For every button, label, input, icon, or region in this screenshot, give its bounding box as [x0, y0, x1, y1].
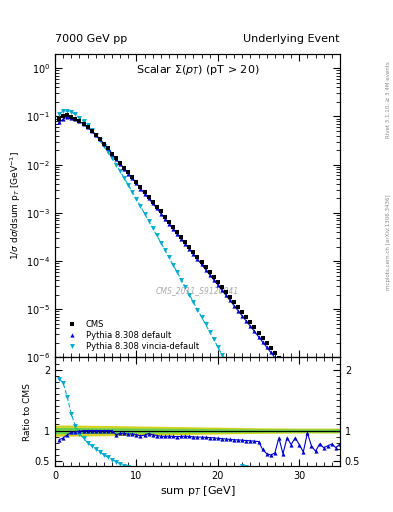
- Pythia 8.308 vincia-default: [183, 284, 187, 290]
- CMS: [65, 112, 70, 118]
- Pythia 8.308 vincia-default: [248, 405, 253, 411]
- Pythia 8.308 vincia-default: [122, 175, 127, 181]
- Pythia 8.308 vincia-default: [203, 322, 208, 328]
- Pythia 8.308 default: [97, 136, 102, 142]
- Pythia 8.308 vincia-default: [61, 108, 66, 114]
- Pythia 8.308 vincia-default: [167, 254, 171, 261]
- Pythia 8.308 vincia-default: [252, 413, 257, 419]
- Pythia 8.308 vincia-default: [232, 374, 237, 380]
- Text: Scalar $\Sigma(p_T)$ (pT > 20): Scalar $\Sigma(p_T)$ (pT > 20): [136, 63, 259, 77]
- Text: CMS_2011_S9120041: CMS_2011_S9120041: [156, 286, 239, 295]
- CMS: [297, 380, 301, 387]
- Pythia 8.308 vincia-default: [146, 218, 151, 224]
- Pythia 8.308 vincia-default: [97, 137, 102, 143]
- Text: Underlying Event: Underlying Event: [243, 33, 340, 44]
- Pythia 8.308 vincia-default: [256, 420, 261, 426]
- Pythia 8.308 vincia-default: [118, 168, 123, 174]
- Pythia 8.308 default: [301, 391, 306, 397]
- Y-axis label: Ratio to CMS: Ratio to CMS: [23, 383, 32, 441]
- Pythia 8.308 vincia-default: [244, 397, 249, 403]
- Pythia 8.308 vincia-default: [220, 351, 224, 357]
- CMS: [57, 116, 61, 122]
- Line: Pythia 8.308 vincia-default: Pythia 8.308 vincia-default: [57, 109, 261, 426]
- Legend: CMS, Pythia 8.308 default, Pythia 8.308 vincia-default: CMS, Pythia 8.308 default, Pythia 8.308 …: [58, 316, 202, 354]
- Pythia 8.308 vincia-default: [81, 118, 86, 124]
- Pythia 8.308 vincia-default: [199, 314, 204, 320]
- Pythia 8.308 vincia-default: [171, 262, 175, 268]
- CMS: [301, 386, 306, 392]
- Pythia 8.308 vincia-default: [110, 155, 114, 161]
- Pythia 8.308 vincia-default: [142, 210, 147, 217]
- Pythia 8.308 vincia-default: [69, 109, 73, 115]
- Pythia 8.308 vincia-default: [236, 382, 241, 388]
- Pythia 8.308 vincia-default: [134, 196, 139, 202]
- Text: 7000 GeV pp: 7000 GeV pp: [55, 33, 127, 44]
- Pythia 8.308 vincia-default: [195, 307, 200, 313]
- Pythia 8.308 vincia-default: [187, 291, 192, 297]
- Pythia 8.308 default: [126, 170, 130, 177]
- X-axis label: sum p$_T$ [GeV]: sum p$_T$ [GeV]: [160, 483, 235, 498]
- Pythia 8.308 vincia-default: [175, 269, 180, 275]
- Pythia 8.308 vincia-default: [73, 112, 78, 118]
- Pythia 8.308 vincia-default: [179, 276, 184, 283]
- Pythia 8.308 vincia-default: [57, 111, 61, 117]
- Text: Rivet 3.1.10, ≥ 3.4M events: Rivet 3.1.10, ≥ 3.4M events: [386, 61, 391, 138]
- Pythia 8.308 vincia-default: [138, 203, 143, 209]
- Pythia 8.308 default: [338, 437, 342, 443]
- Pythia 8.308 vincia-default: [211, 336, 216, 343]
- Pythia 8.308 vincia-default: [126, 182, 130, 188]
- Pythia 8.308 default: [146, 195, 151, 201]
- Pythia 8.308 vincia-default: [208, 329, 212, 335]
- Pythia 8.308 vincia-default: [154, 232, 159, 239]
- CMS: [126, 169, 130, 176]
- Pythia 8.308 vincia-default: [65, 108, 70, 114]
- Pythia 8.308 vincia-default: [224, 359, 228, 365]
- Pythia 8.308 vincia-default: [85, 122, 90, 129]
- Pythia 8.308 vincia-default: [94, 132, 98, 138]
- Pythia 8.308 vincia-default: [163, 247, 167, 253]
- Pythia 8.308 vincia-default: [158, 240, 163, 246]
- Pythia 8.308 default: [215, 282, 220, 288]
- Pythia 8.308 vincia-default: [106, 150, 110, 156]
- Line: CMS: CMS: [57, 113, 342, 437]
- CMS: [97, 136, 102, 142]
- Pythia 8.308 default: [65, 114, 70, 120]
- Pythia 8.308 default: [57, 119, 61, 125]
- Pythia 8.308 vincia-default: [101, 143, 106, 150]
- Pythia 8.308 vincia-default: [191, 299, 196, 305]
- Text: mcplots.cern.ch [arXiv:1306.3436]: mcplots.cern.ch [arXiv:1306.3436]: [386, 195, 391, 290]
- Pythia 8.308 vincia-default: [240, 389, 244, 395]
- Y-axis label: 1/$\sigma$ d$\sigma$/dsum p$_T$ [GeV$^{-1}$]: 1/$\sigma$ d$\sigma$/dsum p$_T$ [GeV$^{-…: [9, 151, 23, 260]
- CMS: [215, 279, 220, 285]
- Pythia 8.308 vincia-default: [77, 115, 82, 121]
- Pythia 8.308 vincia-default: [215, 344, 220, 350]
- Pythia 8.308 vincia-default: [151, 225, 155, 231]
- Pythia 8.308 default: [297, 386, 301, 392]
- Pythia 8.308 vincia-default: [130, 189, 135, 195]
- Pythia 8.308 vincia-default: [114, 162, 118, 168]
- CMS: [146, 194, 151, 200]
- Line: Pythia 8.308 default: Pythia 8.308 default: [57, 115, 342, 442]
- Pythia 8.308 vincia-default: [89, 127, 94, 133]
- Pythia 8.308 vincia-default: [228, 367, 232, 373]
- CMS: [338, 432, 342, 438]
